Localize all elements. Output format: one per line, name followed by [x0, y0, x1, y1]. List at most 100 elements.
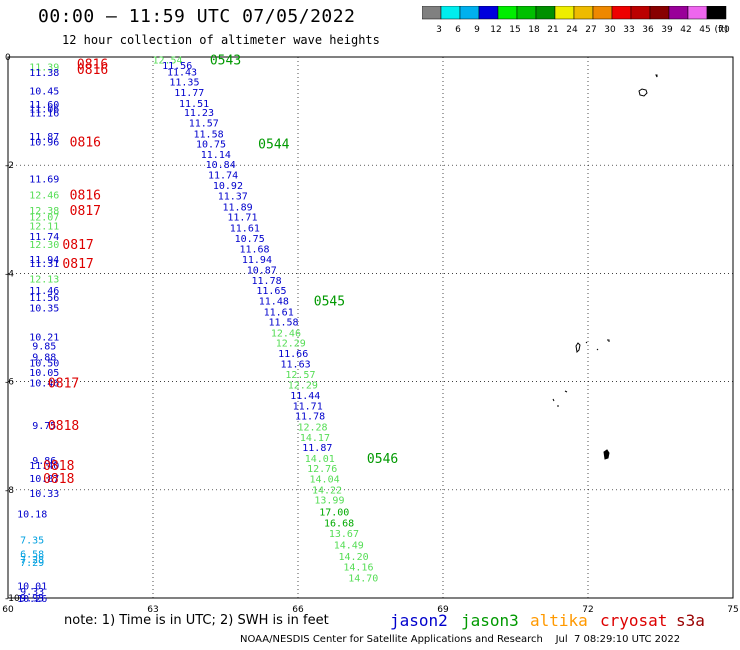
- wave-height-point: 11.37: [218, 191, 248, 202]
- wave-height-point: 11.16: [29, 109, 59, 120]
- legend-s3a: s3a: [676, 611, 705, 630]
- cycle-label: 0546: [367, 452, 398, 467]
- wave-height-point: 11.69: [29, 175, 59, 186]
- legend-altika: altika: [530, 611, 588, 630]
- cycle-label: 0818: [43, 472, 74, 487]
- wave-height-point: 10.87: [247, 266, 277, 277]
- cycle-label: 0544: [258, 138, 289, 153]
- wave-height-point: 11.94: [242, 255, 272, 266]
- cycle-pass-labels: 0816081608160816081708170817081708180818…: [43, 54, 398, 487]
- wave-height-point: 7.29: [20, 558, 44, 569]
- legend-jason3: jason3: [461, 611, 519, 630]
- wave-height-point: 9.85: [32, 341, 56, 352]
- wave-height-point: 10.01: [17, 582, 47, 593]
- wave-height-point: 14.70: [348, 573, 378, 584]
- cycle-label: 0818: [43, 459, 74, 474]
- wave-height-point: 12.38: [29, 206, 59, 217]
- footer-legend: note: 1) Time is in UTC; 2) SWH is in fe…: [0, 611, 740, 633]
- y-tick-label: -2: [5, 161, 14, 171]
- color-scale-label: 9: [474, 25, 480, 35]
- wave-height-point: 11.58: [194, 129, 224, 140]
- page-title: 00:00 – 11:59 UTC 07/05/2022: [38, 6, 356, 27]
- wave-height-point: 16.68: [324, 518, 354, 529]
- wave-height-point: 10.92: [213, 181, 243, 192]
- x-tick-label: 75: [727, 605, 738, 615]
- x-tick-label: 63: [147, 605, 158, 615]
- wave-height-point: 11.06: [29, 104, 59, 115]
- wave-height-point: 10.33: [29, 489, 59, 500]
- wave-height-point: 10.75: [235, 234, 265, 245]
- wave-height-point: 9.93: [20, 593, 44, 604]
- wave-height-point: 14.17: [300, 433, 330, 444]
- cycle-label: 0816: [77, 63, 108, 78]
- wave-height-point: 12.46: [271, 328, 301, 339]
- wave-height-point: 11.43: [167, 68, 197, 79]
- wave-height-point: 14.20: [339, 552, 369, 563]
- wave-height-point: 14.04: [310, 474, 340, 485]
- wave-height-point: 12.30: [29, 240, 59, 251]
- color-scale-label: 12: [490, 25, 501, 35]
- x-tick-label: 69: [437, 605, 449, 615]
- footer-note: note: 1) Time is in UTC; 2) SWH is in fe…: [64, 613, 329, 628]
- wave-height-point: 11.87: [29, 132, 59, 143]
- wave-height-point: 11.65: [256, 286, 286, 297]
- x-tick-label: 60: [2, 605, 14, 615]
- wave-height-point: 11.31: [29, 259, 59, 270]
- wave-height-point: 11.61: [264, 307, 294, 318]
- wave-height-point: 13.99: [314, 496, 344, 507]
- wave-height-point: 10.18: [17, 510, 47, 521]
- island-markers: [552, 74, 658, 460]
- wave-height-point: 10.46: [29, 379, 59, 390]
- wave-height-point: 10.50: [29, 359, 59, 370]
- wave-height-point: 10.21: [29, 333, 59, 344]
- legend-cryosat: cryosat: [600, 611, 668, 630]
- plot-frame: [7, 56, 734, 599]
- y-tick-label: -6: [5, 378, 14, 388]
- wave-height-point: 11.68: [239, 245, 269, 256]
- color-scale-label: 70: [718, 25, 730, 35]
- wave-height-point: 11.58: [268, 318, 298, 329]
- color-scale-label: 18: [528, 25, 540, 35]
- color-scale-label: 24: [566, 25, 578, 35]
- color-scale-label: 36: [642, 25, 654, 35]
- color-scale-label: 15: [509, 25, 520, 35]
- x-tick-label: 72: [582, 605, 593, 615]
- color-scale-legend: 3 6 9 12 15 18 21 24 27 30 33 36 39 42 45 70(ft): [422, 6, 730, 35]
- color-scale-label: 21: [547, 25, 558, 35]
- wave-height-point: 10.75: [196, 140, 226, 151]
- wave-height-point: 10.35: [29, 303, 59, 314]
- wave-height-point: 9.88: [32, 353, 56, 364]
- cycle-label: 0816: [70, 188, 101, 203]
- wave-height-values: 11.3911.3810.4511.6011.0611.1611.8710.96…: [17, 56, 378, 605]
- wave-height-point: 12.29: [276, 339, 306, 350]
- wave-height-point: 11.35: [169, 77, 199, 88]
- color-scale-label: 30: [604, 25, 616, 35]
- wave-height-point: 14.01: [305, 454, 335, 465]
- color-scale-label: 3: [436, 25, 442, 35]
- wave-height-point: 10.87: [29, 474, 59, 485]
- wave-height-point: 12.57: [285, 370, 315, 381]
- wave-height-point: 12.13: [29, 274, 59, 285]
- wave-height-point: 11.57: [189, 118, 219, 129]
- wave-height-point: 11.71: [227, 213, 257, 224]
- color-scale-label: 6: [455, 25, 461, 35]
- wave-height-point: 14.22: [312, 485, 342, 496]
- wave-height-point: 10.84: [206, 160, 236, 171]
- cycle-label: 0817: [48, 377, 79, 392]
- cycle-label: 0818: [48, 419, 79, 434]
- wave-height-point: 11.14: [201, 150, 231, 161]
- wave-height-point: 11.61: [230, 223, 260, 234]
- wave-height-point: 11.38: [29, 68, 59, 79]
- wave-height-point: 11.66: [278, 349, 308, 360]
- wave-height-point: 12.29: [288, 380, 318, 391]
- cycle-label: 0543: [210, 54, 241, 69]
- y-tick-label: 0: [5, 53, 11, 63]
- color-swatch-15: [706, 6, 727, 20]
- wave-height-point: 12.76: [307, 464, 337, 475]
- color-scale-label: 45: [699, 25, 710, 35]
- legend-jason2: jason2: [390, 611, 448, 630]
- wave-height-point: 11.74: [29, 232, 59, 243]
- wave-height-point: 10.26: [17, 594, 47, 605]
- x-tick-label: 66: [292, 605, 304, 615]
